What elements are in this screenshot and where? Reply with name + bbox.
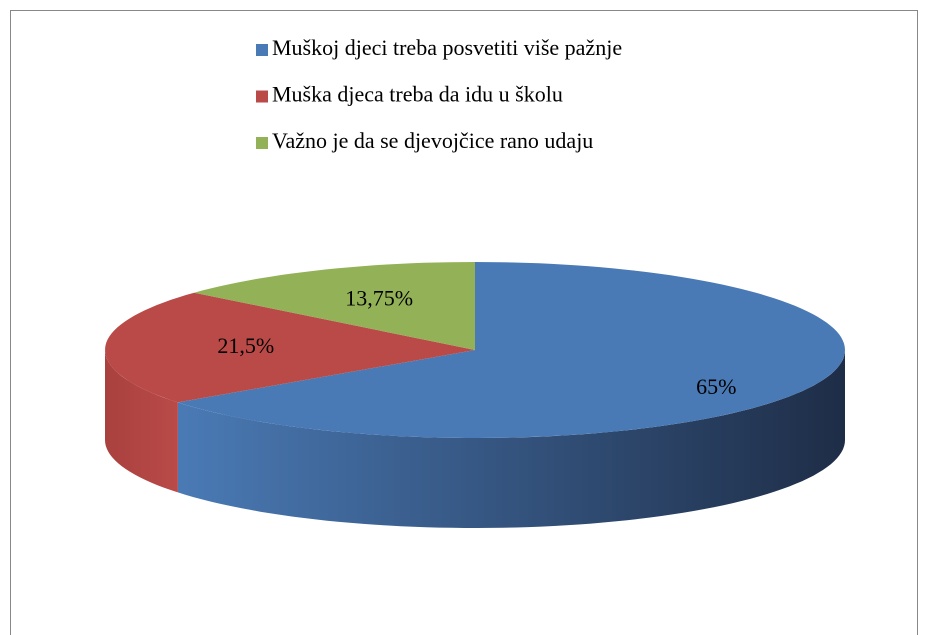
legend-swatch xyxy=(256,137,268,149)
legend-label: Važno je da se djevojčice rano udaju xyxy=(272,128,593,153)
legend-swatch xyxy=(256,90,268,103)
slice xyxy=(177,262,845,438)
data-label: 13,75% xyxy=(345,285,413,310)
slice-side xyxy=(105,350,178,493)
slice xyxy=(105,292,475,403)
data-label: 65% xyxy=(696,374,736,399)
legend-label: Muškoj djeci treba posvetiti više pažnje xyxy=(272,35,622,60)
slice-side xyxy=(177,350,845,528)
legend-label: Muška djeca treba da idu u školu xyxy=(272,82,563,107)
slice xyxy=(194,262,475,350)
legend-swatch xyxy=(256,44,268,56)
data-label: 21,5% xyxy=(217,333,274,358)
